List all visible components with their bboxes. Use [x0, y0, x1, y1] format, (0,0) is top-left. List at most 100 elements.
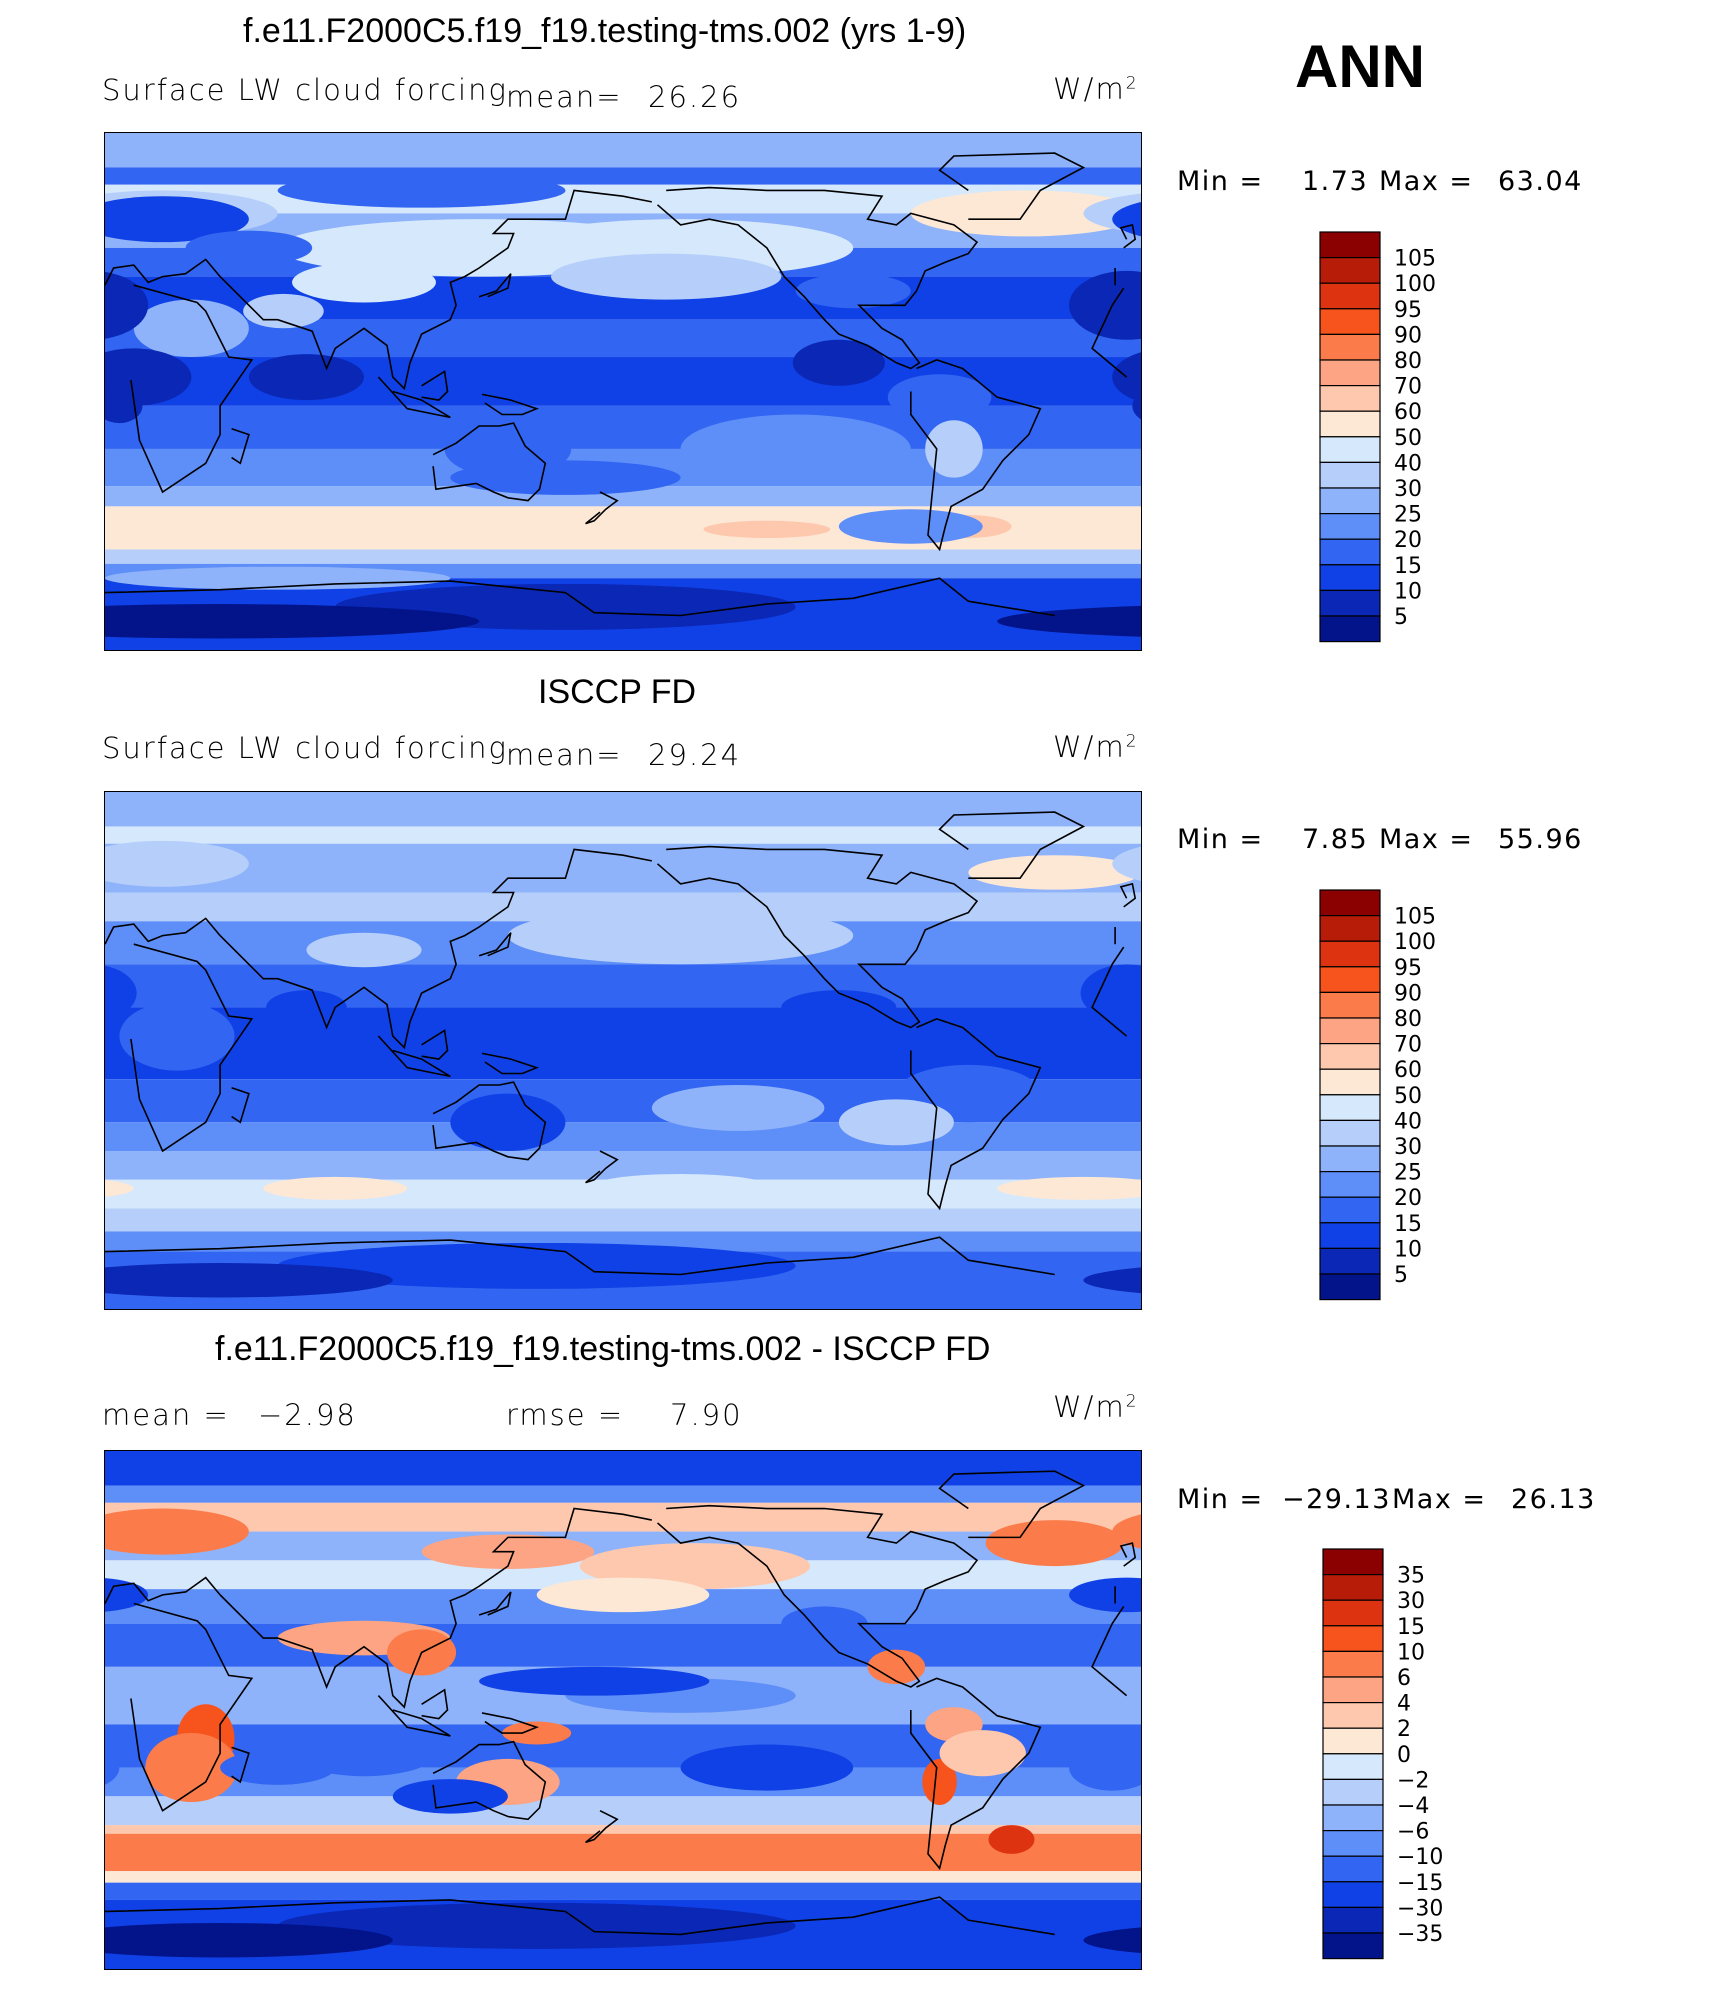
colorbar-box — [1319, 231, 1381, 259]
contour-region — [266, 990, 347, 1025]
contour-region — [1112, 846, 1141, 881]
colorbar-tick-label: 5 — [1394, 605, 1408, 630]
coastline — [585, 1150, 619, 1184]
contour-region — [1083, 1267, 1141, 1294]
coastline — [432, 1740, 547, 1821]
colorbar-tick-label: 0 — [1397, 1743, 1411, 1768]
contour-region — [988, 1825, 1035, 1854]
panel-2-variable: Surface LW cloud forcing — [102, 731, 508, 765]
contour-region — [867, 1649, 926, 1685]
colorbar-tick-label: −2 — [1397, 1768, 1429, 1793]
colorbar-box — [1319, 589, 1381, 617]
coastline — [1119, 1542, 1137, 1567]
coastline — [1119, 882, 1137, 908]
colorbar-tick-label: −4 — [1397, 1794, 1429, 1819]
colorbar-tick-label: 6 — [1397, 1666, 1411, 1691]
panel-2-colorbar: 105 100 95 90 80 70 60 50 40 30 25 20 15 10 5 — [1319, 889, 1440, 1301]
panel-2-max-value: 55.96 — [1498, 824, 1583, 855]
coastline — [105, 1896, 1055, 1936]
coastline — [105, 577, 1055, 617]
colorbar-box — [1322, 1650, 1384, 1678]
contour-region — [910, 190, 1141, 237]
colorbar-tick-label: 100 — [1394, 930, 1436, 955]
coastline — [481, 1712, 540, 1734]
colorbar-tick-label: 35 — [1397, 1564, 1425, 1589]
colorbar-box — [1322, 1906, 1384, 1934]
coastline — [130, 1602, 254, 1812]
contour-region — [220, 1750, 336, 1785]
contour-region — [968, 855, 1141, 890]
coastline — [130, 284, 254, 494]
colorbar-box — [1319, 461, 1381, 489]
panel-3-units: W/m2 — [1053, 1390, 1139, 1424]
colorbar-tick-label: 10 — [1394, 1237, 1422, 1262]
contour-region — [392, 1779, 508, 1814]
coastline — [231, 1087, 250, 1124]
contour-region — [680, 414, 911, 484]
panel-1-max-value: 63.04 — [1498, 166, 1583, 197]
coastline — [656, 186, 979, 370]
colorbar-tick-label: 70 — [1394, 375, 1422, 400]
colorbar-box — [1319, 359, 1381, 387]
coastline — [938, 811, 1086, 879]
contour-band — [105, 549, 1141, 564]
contour-band — [105, 964, 1141, 1008]
panel-3-contour-field — [105, 1451, 1141, 1969]
contour-region — [838, 1099, 954, 1146]
colorbar-tick-label: 4 — [1397, 1692, 1411, 1717]
contour-region — [1080, 964, 1141, 1022]
contour-band — [105, 486, 1141, 507]
contour-region — [277, 1242, 796, 1289]
colorbar-tick-label: 15 — [1394, 554, 1422, 579]
coastline — [481, 393, 540, 416]
contour-region — [450, 1093, 566, 1152]
colorbar-tick-label: 2 — [1397, 1717, 1411, 1742]
contour-region — [277, 173, 566, 208]
contour-region — [536, 1577, 710, 1613]
colorbar-tick-label: 90 — [1394, 981, 1422, 1006]
coastline — [1119, 223, 1137, 249]
colorbar-box — [1319, 282, 1381, 310]
colorbar-box — [1319, 889, 1381, 917]
colorbar-tick-label: 80 — [1394, 1007, 1422, 1032]
contour-region — [502, 1721, 572, 1745]
coastline — [909, 1677, 1042, 1871]
colorbar-tick-label: −10 — [1397, 1845, 1443, 1870]
contour-band — [105, 843, 1141, 893]
contour-band — [105, 1451, 1141, 1486]
colorbar-tick-label: −30 — [1397, 1896, 1443, 1921]
colorbar-box — [1322, 1702, 1384, 1729]
contour-band — [105, 1122, 1141, 1152]
panel-1-contour-field — [105, 133, 1141, 650]
contour-region — [450, 1018, 796, 1054]
coastline — [377, 1035, 451, 1078]
coastline — [909, 359, 1042, 552]
colorbar-box — [1322, 1753, 1384, 1781]
coastline — [432, 422, 547, 502]
contour-region — [922, 1758, 957, 1805]
contour-region — [1069, 1577, 1141, 1613]
season-label: ANN — [1295, 33, 1425, 100]
contour-region — [1112, 352, 1141, 403]
colorbar-box — [1322, 1804, 1384, 1832]
contour-band — [105, 1882, 1141, 1900]
coastline — [219, 189, 652, 391]
colorbar-tick-label: 25 — [1394, 1161, 1422, 1186]
colorbar-tick-label: 60 — [1394, 1058, 1422, 1083]
colorbar-tick-label: 25 — [1394, 503, 1422, 528]
contour-region — [145, 1733, 238, 1803]
colorbar-box — [1319, 1017, 1381, 1045]
contour-region — [105, 1263, 393, 1298]
colorbar-box — [1322, 1599, 1384, 1627]
contour-region — [997, 1176, 1141, 1200]
panel-1-variable: Surface LW cloud forcing — [102, 73, 508, 107]
panel-1-min-value: 1.73 — [1302, 166, 1369, 197]
contour-region — [292, 262, 436, 303]
panel-1-units: W/m2 — [1053, 72, 1139, 106]
colorbar-box — [1322, 1932, 1384, 1960]
colorbar-tick-label: 105 — [1394, 905, 1436, 930]
contour-region — [792, 339, 885, 386]
panel-1-min-label: Min = — [1177, 166, 1264, 197]
panel-2-title: ISCCP FD — [538, 673, 697, 711]
contour-region — [795, 273, 911, 309]
